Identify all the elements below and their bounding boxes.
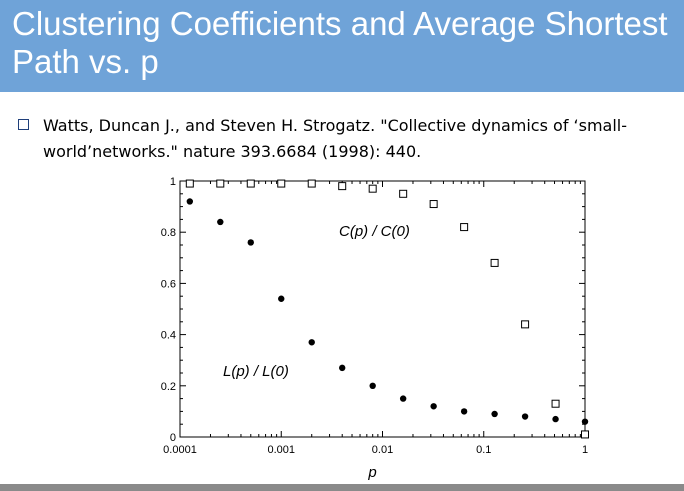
x-axis-label: p bbox=[367, 464, 376, 481]
data-point-c bbox=[399, 189, 408, 198]
x-tick-label: 1 bbox=[582, 444, 588, 456]
data-point-c bbox=[551, 399, 560, 408]
x-tick-label: 0.0001 bbox=[163, 444, 197, 456]
x-tick-label: 0.001 bbox=[267, 444, 295, 456]
series-annotation: C(p) / C(0) bbox=[339, 223, 410, 240]
x-tick-label: 0.1 bbox=[476, 444, 491, 456]
data-point-l bbox=[339, 364, 346, 372]
data-point-l bbox=[491, 410, 498, 418]
data-point-c bbox=[277, 179, 286, 188]
data-point-l bbox=[247, 239, 254, 246]
data-point-c bbox=[460, 223, 469, 232]
y-tick-label: 0.4 bbox=[161, 330, 176, 342]
data-point-c bbox=[429, 200, 438, 209]
data-point-c bbox=[185, 179, 194, 188]
data-point-c bbox=[490, 258, 499, 267]
data-point-l bbox=[399, 395, 407, 402]
series-annotation: L(p) / L(0) bbox=[223, 363, 289, 380]
data-point-l bbox=[581, 418, 589, 425]
data-point-c bbox=[581, 430, 589, 439]
data-point-c bbox=[246, 179, 255, 188]
citation-bullet: Watts, Duncan J., and Steven H. Strogatz… bbox=[18, 113, 668, 165]
data-point-l bbox=[521, 413, 529, 420]
data-point-l bbox=[186, 198, 194, 205]
data-point-l bbox=[430, 403, 437, 410]
data-point-c bbox=[368, 184, 377, 193]
data-point-c bbox=[307, 179, 316, 188]
y-tick-label: 0.2 bbox=[161, 381, 176, 393]
citation-text: Watts, Duncan J., and Steven H. Strogatz… bbox=[43, 116, 628, 161]
data-point-c bbox=[521, 320, 530, 329]
data-point-l bbox=[552, 415, 559, 423]
y-tick-label: 0 bbox=[170, 432, 176, 444]
data-point-l bbox=[369, 382, 376, 389]
data-point-c bbox=[216, 179, 225, 188]
data-point-l bbox=[217, 218, 224, 226]
y-tick-label: 0.8 bbox=[161, 227, 176, 239]
square-bullet-icon bbox=[18, 119, 29, 130]
data-point-c bbox=[338, 182, 347, 191]
x-tick-label: 0.01 bbox=[372, 444, 393, 456]
bottom-divider bbox=[0, 484, 684, 491]
plot-frame bbox=[179, 180, 586, 438]
data-point-l bbox=[278, 295, 285, 302]
data-point-l bbox=[460, 408, 468, 415]
title-bar: Clustering Coefficients and Average Shor… bbox=[0, 0, 684, 92]
y-tick-label: 1 bbox=[170, 176, 176, 188]
slide-title: Clustering Coefficients and Average Shor… bbox=[12, 5, 668, 80]
data-point-l bbox=[308, 339, 315, 346]
y-tick-label: 0.6 bbox=[161, 278, 176, 290]
